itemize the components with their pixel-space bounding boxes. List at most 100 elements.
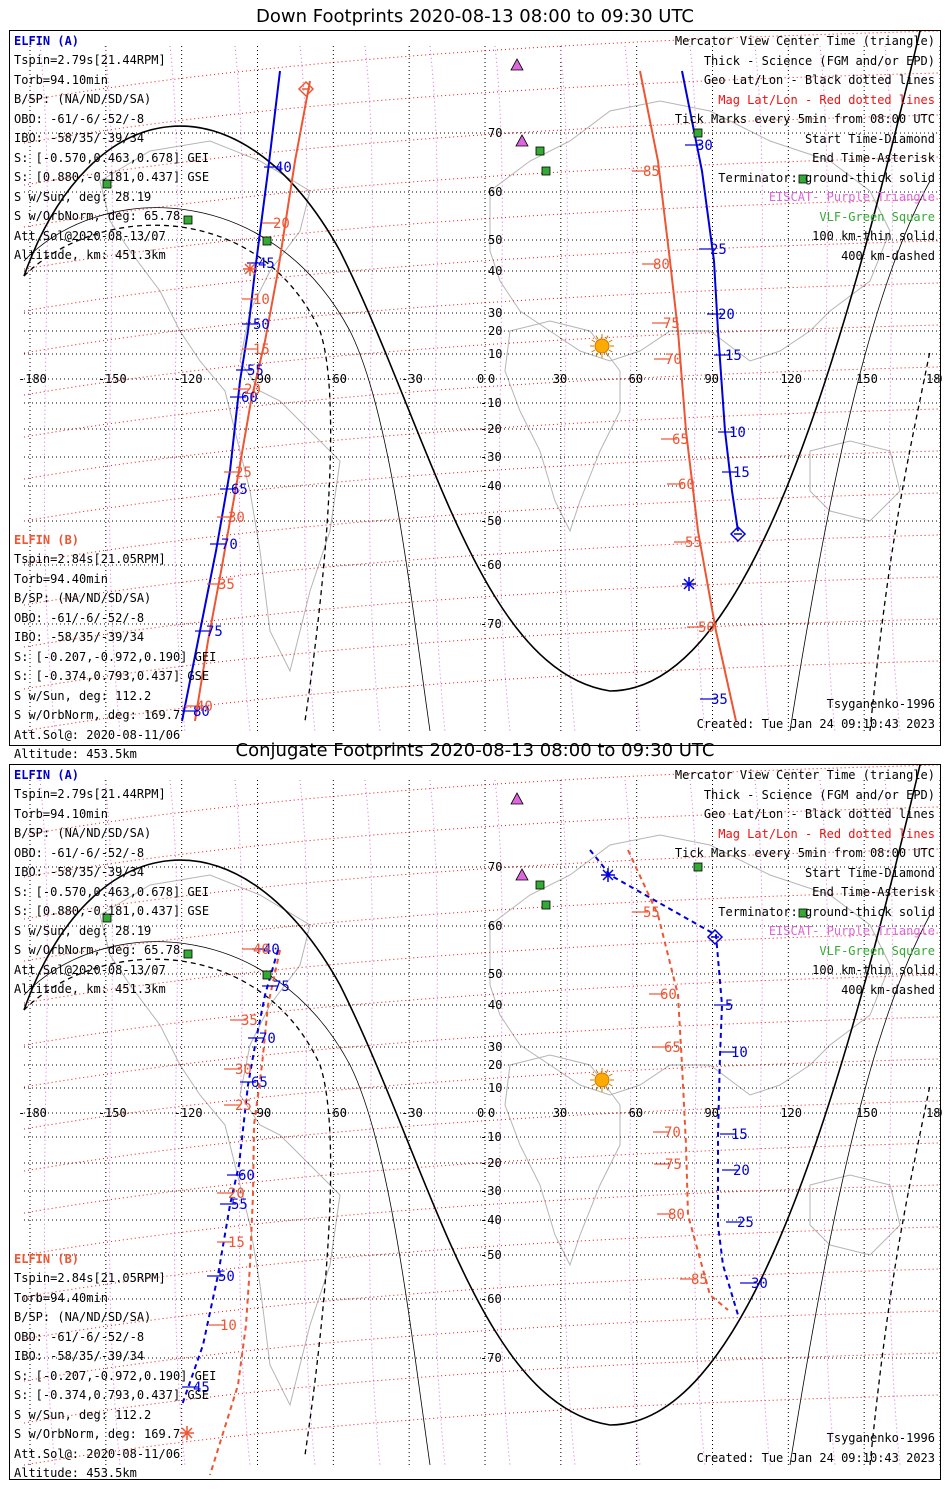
legend-entry: Tick Marks every 5min from 08:00 UTC <box>674 112 935 126</box>
land-outline <box>809 1174 901 1256</box>
elfin-b-tick-label: 35 <box>241 1013 258 1029</box>
lat-label: -30 <box>480 450 502 464</box>
lat-label: -50 <box>480 514 502 528</box>
end-asterisk-a <box>601 868 615 882</box>
elfin-a-info-line: B/SP: (NA/ND/SD/SA) <box>14 92 152 106</box>
elfin-b-tick-label: 85 <box>691 1272 708 1288</box>
map-panel-down[interactable]: -180-150-120-90-60-300306090120150180706… <box>9 30 942 761</box>
legend-entry: Thick - Science (FGM and/or EPD) <box>703 53 935 68</box>
legend-entry: 400 km-dashed <box>841 248 935 263</box>
sun-icon <box>590 334 614 358</box>
elfin-b-tick-label: 60 <box>678 477 695 493</box>
elfin-a-tick-label: 75 <box>273 979 290 995</box>
legend-entry: Geo Lat/Lon - Black dotted lines <box>703 73 935 87</box>
elfin-b-tick-label: 20 <box>228 1186 245 1202</box>
elfin-b-tick-label: 40 <box>253 942 270 958</box>
elfin-a-tick-label: 60 <box>238 1168 255 1184</box>
lat-label: -40 <box>480 479 502 493</box>
elfin-b-info-line: IBO: -58/35/-39/34 <box>14 630 145 644</box>
lat-label: 0 <box>488 372 495 386</box>
elfin-a-tick-label: 15 <box>731 1127 748 1143</box>
lon-label: 150 <box>856 1106 878 1120</box>
lon-label: -30 <box>401 372 423 386</box>
elfin-b-info-line: S w/OrbNorm, deg: 169.7 <box>14 1427 181 1441</box>
elfin-a-tick-label: 75 <box>206 624 223 640</box>
lat-label: 20 <box>488 324 502 338</box>
elfin-b-label: ELFIN (B) <box>14 533 80 547</box>
lat-label: 10 <box>488 347 502 361</box>
elfin-a-info-line: Altitude, km: 451.3km <box>14 248 166 262</box>
start-diamond-a <box>706 928 724 946</box>
lat-label: -40 <box>480 1213 502 1227</box>
elfin-b-tick-label: 65 <box>664 1040 681 1056</box>
elfin-b-label: ELFIN (B) <box>14 1252 80 1266</box>
legend-entry: End Time-Asterisk <box>812 885 935 899</box>
elfin-b-tick-label: 70 <box>665 352 682 368</box>
lon-label: -150 <box>98 372 127 386</box>
lat-label: 50 <box>488 233 502 247</box>
elfin-a-tick-label: 45 <box>193 1380 210 1396</box>
elfin-a-tick-label: 5 <box>725 998 733 1014</box>
legend-entry: Terminator: ground-thick solid <box>718 904 935 919</box>
land-outline <box>99 874 341 1407</box>
elfin-a-info-line: S w/OrbNorm, deg: 65.78 <box>14 209 181 223</box>
elfin-a-tick-label: 15 <box>725 348 742 364</box>
elfin-a-info-line: Tspin=2.79s[21.44RPM] <box>14 787 166 801</box>
elfin-b-tick-label: 10 <box>253 292 270 308</box>
start-diamond-b <box>297 80 315 98</box>
elfin-b-info-line: S: [-0.374,0.793,0.437] GSE <box>14 669 210 683</box>
map-panel-conjugate[interactable]: -180-150-120-90-60-300306090120150180706… <box>9 764 942 1480</box>
vlf-square-icon <box>541 166 551 176</box>
elfin-b-info-line: Torb=94.40min <box>14 1290 108 1305</box>
eiscat-triangle-icon <box>515 134 529 147</box>
elfin-b-info-line: OBO: -61/-6/-52/-8 <box>14 610 145 625</box>
end-asterisk-a <box>682 577 696 591</box>
legend-entry: 100 km-thin solid <box>812 963 935 977</box>
legend-entry: VLF-Green Square <box>819 943 935 958</box>
legend-entry: Mag Lat/Lon - Red dotted lines <box>718 92 935 107</box>
elfin-b-info-line: S: [-0.374,0.793,0.437] GSE <box>14 1388 210 1402</box>
land-outline <box>489 100 891 362</box>
coastlines <box>99 100 901 673</box>
elfin-b-info-line: Torb=94.40min <box>14 571 108 586</box>
footprint-tracks <box>181 849 739 1476</box>
elfin-b-tick-label: 55 <box>685 535 702 551</box>
elfin-a-info-line: Tspin=2.79s[21.44RPM] <box>14 53 166 67</box>
land-outline <box>809 440 901 522</box>
vlf-square-icon <box>262 236 272 246</box>
lon-label: -90 <box>250 1106 272 1120</box>
vlf-square-icon <box>102 179 112 189</box>
elfin-b-info-line: B/SP: (NA/ND/SD/SA) <box>14 1310 152 1324</box>
lat-label: 50 <box>488 967 502 981</box>
start-diamond-a <box>729 525 747 543</box>
elfin-b-tick-label: 80 <box>653 257 670 273</box>
legend-entry: 400 km-dashed <box>841 982 935 997</box>
elfin-b-info-line: S: [-0.207,-0.972,0.190] GEI <box>14 649 217 664</box>
land-outline <box>504 1054 621 1267</box>
elfin-a-tick-label: 35 <box>711 692 728 708</box>
elfin-a-tick-label: 80 <box>193 704 210 720</box>
elfin-b-tick-label: 10 <box>220 1318 237 1334</box>
elfin-a-tick-label: 25 <box>737 1215 754 1231</box>
elfin-a-tick-label: 55 <box>231 1197 248 1213</box>
elfin-b-info-line: Tspin=2.84s[21.05RPM] <box>14 1271 166 1285</box>
model-label: Tsyganenko-1996 <box>826 697 935 711</box>
elfin-a-tick-label: 50 <box>218 1269 235 1285</box>
eiscat-triangle-icon <box>515 868 529 881</box>
lon-label: 0 <box>477 1106 484 1120</box>
lon-label: 150 <box>856 372 878 386</box>
lon-label: 180 <box>926 1106 942 1120</box>
elfin-a-tick-label: 65 <box>251 1075 268 1091</box>
lat-label: -60 <box>480 1292 502 1306</box>
elfin-b-info-line: Altitude: 453.5km <box>14 747 137 761</box>
elfin-a-tick-label: 45 <box>258 256 275 272</box>
geo-grid <box>24 780 941 1466</box>
vlf-square-icon <box>183 949 193 959</box>
elfin-b-track-west <box>194 80 311 722</box>
elfin-b-tick-label: 70 <box>664 1125 681 1141</box>
vlf-square-icon <box>798 174 808 184</box>
eiscat-triangle-icon <box>510 792 524 805</box>
lon-label: -30 <box>401 1106 423 1120</box>
elfin-b-tick-label: 30 <box>228 510 245 526</box>
elfin-b-info-line: S w/Sun, deg: 112.2 <box>14 1407 152 1422</box>
